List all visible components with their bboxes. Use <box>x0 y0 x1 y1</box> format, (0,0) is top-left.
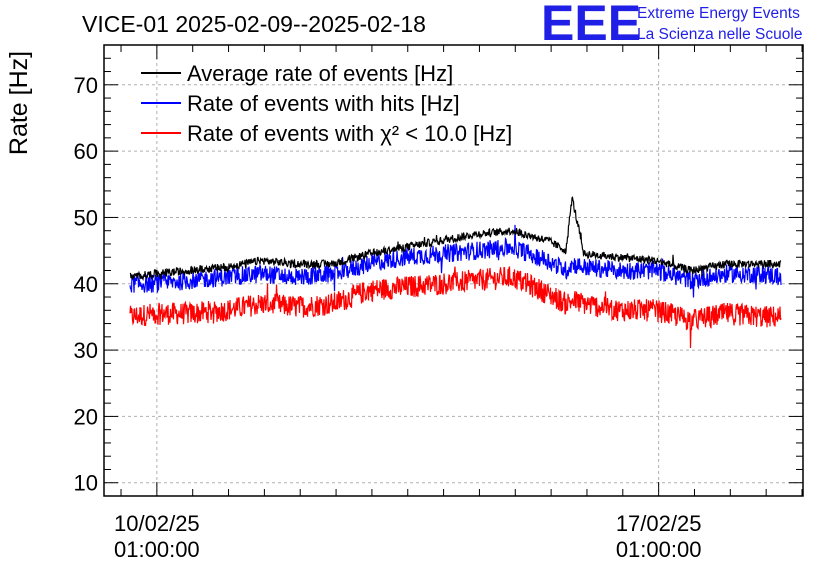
chart-title: VICE-01 2025-02-09--2025-02-18 <box>82 11 426 37</box>
series-line-chi2 <box>129 266 782 349</box>
x-tick-date-label: 10/02/25 <box>114 511 200 536</box>
eee-logo: EEE Extreme Energy Events La Scienza nel… <box>541 0 802 51</box>
y-tick-label: 10 <box>74 471 98 496</box>
legend-label-hits: Rate of events with hits [Hz] <box>187 91 460 116</box>
x-tick-time-label: 01:00:00 <box>616 537 702 562</box>
x-tick-time-label: 01:00:00 <box>114 537 200 562</box>
axes <box>103 44 804 497</box>
series-line-hits <box>129 224 782 298</box>
series-layer <box>129 196 782 349</box>
series-line-average <box>129 196 782 282</box>
legend-label-average: Average rate of events [Hz] <box>187 61 453 86</box>
y-tick-label: 20 <box>74 404 98 429</box>
y-axis-label: Rate [Hz] <box>5 51 33 155</box>
logo-line-2: La Scienza nelle Scuole <box>637 26 802 43</box>
legend-label-chi2: Rate of events with χ² < 10.0 [Hz] <box>187 121 512 146</box>
x-tick-date-label: 17/02/25 <box>616 511 702 536</box>
logo-line-1: Extreme Energy Events <box>637 5 800 22</box>
y-tick-label: 60 <box>74 139 98 164</box>
y-tick-label: 50 <box>74 205 98 230</box>
y-tick-label: 40 <box>74 272 98 297</box>
y-tick-label: 30 <box>74 338 98 363</box>
legend: Average rate of events [Hz] Rate of even… <box>141 61 512 146</box>
y-tick-labels: 10 20 30 40 50 60 70 <box>74 73 98 496</box>
y-tick-label: 70 <box>74 73 98 98</box>
logo-letters: EEE <box>541 0 641 51</box>
